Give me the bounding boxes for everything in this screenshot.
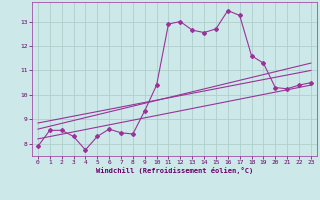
X-axis label: Windchill (Refroidissement éolien,°C): Windchill (Refroidissement éolien,°C) — [96, 167, 253, 174]
